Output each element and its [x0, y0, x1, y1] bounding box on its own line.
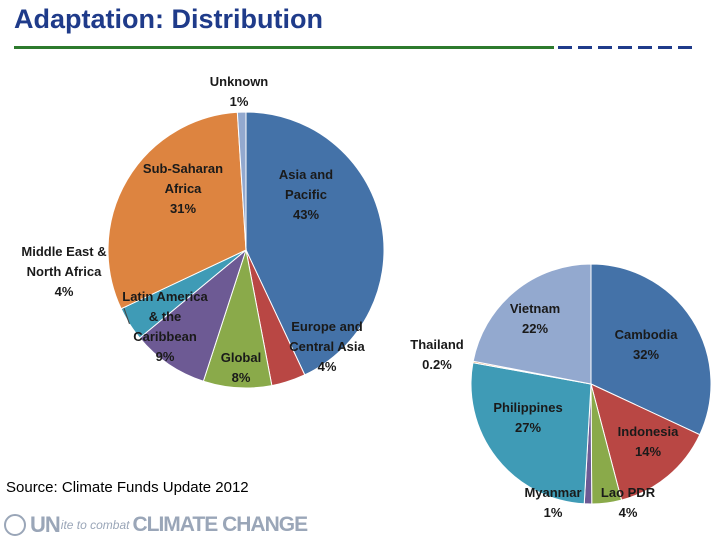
regional-pie-label-2-line-1: 8% [232, 370, 251, 385]
country-pie-label-3-line-1: 1% [544, 505, 563, 520]
regional-pie-label-3-line-1: & the [149, 309, 182, 324]
country-pie-label-3-line-0: Myanmar [524, 485, 581, 500]
country-pie-label-5-line-1: 0.2% [422, 357, 452, 372]
page-title: Adaptation: Distribution [14, 4, 323, 34]
title-underline [14, 46, 554, 49]
country-pie-label-2-line-1: 4% [619, 505, 638, 520]
country-pie-label-4-line-1: 27% [515, 420, 541, 435]
regional-pie-slice-6 [236, 111, 247, 251]
regional-pie-label-3: Latin America & the Caribbean 9% [122, 289, 208, 364]
regional-pie-slice-0 [245, 111, 385, 376]
country-pie-slice-4 [470, 362, 592, 505]
regional-pie-label-6: Unknown 1% [210, 74, 269, 109]
regional-pie-label-4-line-2: 4% [55, 284, 74, 299]
logo-mid-text: ite to combat [60, 518, 130, 532]
regional-pie-label-4: Middle East & North Africa 4% [21, 244, 106, 299]
country-pie-label-1-line-1: 14% [635, 444, 661, 459]
regional-pie-label-3-line-2: Caribbean [133, 329, 197, 344]
country-pie-label-0-line-1: 32% [633, 347, 659, 362]
logo-climate-change-text: CLIMATE CHANGE [132, 513, 308, 536]
country-pie-label-2-line-0: Lao PDR [601, 485, 656, 500]
source-note: Source: Climate Funds Update 2012 [6, 479, 249, 496]
country-pie-slice-1 [590, 383, 701, 501]
country-pie-label-2: Lao PDR 4% [601, 485, 656, 520]
regional-pie-label-2: Global 8% [221, 350, 261, 385]
regional-pie-label-1: Europe and Central Asia 4% [289, 319, 365, 374]
title-dashed-rule [558, 46, 698, 49]
un-globe-icon [4, 514, 26, 536]
regional-pie-label-5-line-1: Africa [165, 181, 203, 196]
country-pie-label-6-line-1: 22% [522, 321, 548, 336]
regional-pie-label-1-line-1: Central Asia [289, 339, 365, 354]
regional-pie-label-5-line-2: 31% [170, 201, 196, 216]
country-pie-label-3: Myanmar 1% [524, 485, 581, 520]
logo-un-text: UN [30, 512, 61, 537]
regional-pie-label-2-line-0: Global [221, 350, 261, 365]
country-pie-label-5-line-0: Thailand [410, 337, 464, 352]
country-pie-slice-0 [590, 263, 712, 436]
regional-pie-label-1-line-0: Europe and [291, 319, 363, 334]
country-pie-label-4-line-0: Philippines [493, 400, 562, 415]
regional-pie-slice-5 [107, 111, 247, 310]
country-pie-label-5: Thailand 0.2% [410, 337, 464, 372]
country-pie-label-1-line-0: Indonesia [618, 424, 679, 439]
country-pie-label-4: Philippines 27% [493, 400, 562, 435]
regional-pie-label-5: Sub-Saharan Africa 31% [143, 161, 223, 216]
regional-pie-label-3-line-3: 9% [156, 349, 175, 364]
country-pie-slice-6 [472, 263, 592, 385]
regional-pie-label-6-line-1: 1% [230, 94, 249, 109]
country-pie-label-0: Cambodia 32% [615, 327, 679, 362]
country-pie-label-0-line-0: Cambodia [615, 327, 679, 342]
regional-pie-label-3-line-0: Latin America [122, 289, 208, 304]
regional-pie-label-0-line-2: 43% [293, 207, 319, 222]
country-pie-label-6: Vietnam 22% [510, 301, 560, 336]
regional-pie-label-1-line-2: 4% [318, 359, 337, 374]
regional-pie-label-4-line-1: North Africa [27, 264, 102, 279]
regional-pie-label-4-line-0: Middle East & [21, 244, 106, 259]
country-pie-label-6-line-0: Vietnam [510, 301, 560, 316]
country-pie-label-1: Indonesia 14% [618, 424, 679, 459]
regional-pie-label-0-line-1: Pacific [285, 187, 327, 202]
regional-pie-label-6-line-0: Unknown [210, 74, 269, 89]
regional-pie-label-0-line-0: Asia and [279, 167, 333, 182]
regional-pie-label-5-line-0: Sub-Saharan [143, 161, 223, 176]
unite-climate-change-logo: UN ite to combat CLIMATE CHANGE [4, 512, 308, 538]
regional-pie-label-0: Asia and Pacific 43% [279, 167, 333, 222]
